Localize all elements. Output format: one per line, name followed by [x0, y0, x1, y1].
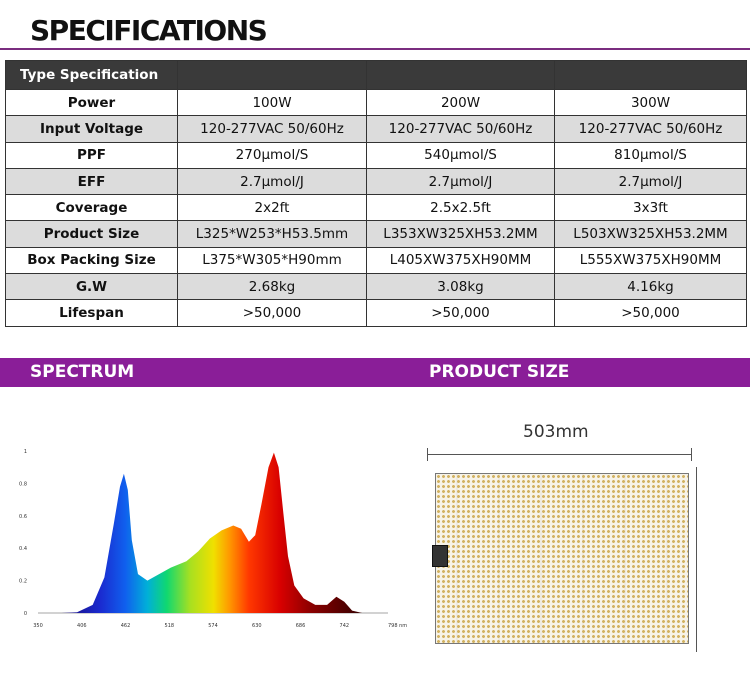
table-cell: 4.16kg — [554, 273, 747, 301]
x-tick-label: 406 — [77, 623, 87, 629]
y-tick-label: 0.4 — [19, 546, 27, 552]
y-tick-label: 0.6 — [19, 514, 27, 520]
spectrum-area — [61, 452, 363, 613]
x-tick-label: 574 — [208, 623, 218, 629]
table-cell: >50,000 — [554, 299, 747, 327]
row-label: EFF — [5, 167, 178, 196]
table-row: Input Voltage 120-277VAC 50/60Hz 120-277… — [5, 115, 747, 143]
y-tick-label: 1 — [24, 449, 27, 455]
width-dimension-tick-left — [427, 448, 428, 461]
product-size-title: PRODUCT SIZE — [429, 362, 570, 382]
table-row: Product Size L325*W253*H53.5mm L353XW325… — [5, 220, 747, 248]
x-tick-label: 742 — [340, 623, 350, 629]
table-cell: 540μmol/S — [366, 141, 555, 169]
table-cell: L353XW325XH53.2MM — [366, 220, 555, 248]
width-dimension-label: 503mm — [523, 422, 589, 442]
table-cell: 120-277VAC 50/60Hz — [177, 115, 367, 143]
y-tick-label: 0 — [24, 611, 27, 617]
width-dimension-line — [427, 454, 692, 455]
row-label: Power — [5, 88, 178, 117]
table-header-cell — [554, 60, 747, 90]
table-row: Box Packing Size L375*W305*H90mm L405XW3… — [5, 246, 747, 275]
table-cell: 3.08kg — [366, 273, 555, 301]
table-cell: 300W — [554, 88, 747, 117]
table-cell: L375*W305*H90mm — [177, 246, 367, 275]
table-header-cell — [177, 60, 367, 90]
driver-connector — [432, 545, 448, 567]
spec-table: Type Specification Power 100W 200W 300W … — [5, 60, 747, 327]
x-tick-label: 686 — [296, 623, 306, 629]
y-tick-label: 0.8 — [19, 481, 27, 487]
page-title: SPECIFICATIONS — [30, 14, 268, 47]
spectrum-banner: SPECTRUM — [0, 358, 415, 387]
table-row: Power 100W 200W 300W — [5, 88, 747, 117]
table-cell: 2.7μmol/J — [177, 167, 367, 196]
table-cell: 120-277VAC 50/60Hz — [554, 115, 747, 143]
table-cell: 200W — [366, 88, 555, 117]
row-label: Input Voltage — [5, 115, 178, 143]
x-tick-label: 518 — [165, 623, 175, 629]
table-cell: L503XW325XH53.2MM — [554, 220, 747, 248]
x-tick-label: 798 nm — [388, 623, 407, 629]
table-cell: 810μmol/S — [554, 141, 747, 169]
row-label: PPF — [5, 141, 178, 169]
table-cell: >50,000 — [366, 299, 555, 327]
table-row: G.W 2.68kg 3.08kg 4.16kg — [5, 273, 747, 301]
table-cell: 2.68kg — [177, 273, 367, 301]
product-size-diagram: 503mm 325mm — [420, 400, 750, 680]
table-cell: 2.5x2.5ft — [366, 194, 555, 222]
table-cell: 2.7μmol/J — [554, 167, 747, 196]
table-row: Lifespan >50,000 >50,000 >50,000 — [5, 299, 747, 327]
row-label: Coverage — [5, 194, 178, 222]
table-cell: >50,000 — [177, 299, 367, 327]
table-cell: L325*W253*H53.5mm — [177, 220, 367, 248]
height-dimension-line — [696, 467, 697, 652]
table-header-row: Type Specification — [5, 60, 747, 90]
x-tick-label: 350 — [33, 623, 43, 629]
table-cell: 2x2ft — [177, 194, 367, 222]
row-label: Product Size — [5, 220, 178, 248]
width-dimension-tick-right — [691, 448, 692, 461]
table-cell: L405XW375XH90MM — [366, 246, 555, 275]
table-cell: 270μmol/S — [177, 141, 367, 169]
row-label: Lifespan — [5, 299, 178, 327]
table-row: Coverage 2x2ft 2.5x2.5ft 3x3ft — [5, 194, 747, 222]
table-cell: L555XW375XH90MM — [554, 246, 747, 275]
table-cell: 100W — [177, 88, 367, 117]
x-tick-label: 462 — [121, 623, 131, 629]
y-tick-label: 0.2 — [19, 579, 27, 585]
table-cell: 120-277VAC 50/60Hz — [366, 115, 555, 143]
x-tick-label: 630 — [252, 623, 262, 629]
product-size-banner: PRODUCT SIZE — [415, 358, 750, 387]
table-header-cell — [366, 60, 555, 90]
table-cell: 2.7μmol/J — [366, 167, 555, 196]
table-row: PPF 270μmol/S 540μmol/S 810μmol/S — [5, 141, 747, 169]
table-cell: 3x3ft — [554, 194, 747, 222]
title-divider — [0, 48, 750, 50]
spectrum-title: SPECTRUM — [30, 362, 135, 382]
table-header-cell: Type Specification — [5, 60, 178, 90]
table-row: EFF 2.7μmol/J 2.7μmol/J 2.7μmol/J — [5, 167, 747, 196]
led-panel-board — [435, 473, 689, 644]
row-label: G.W — [5, 273, 178, 301]
row-label: Box Packing Size — [5, 246, 178, 275]
